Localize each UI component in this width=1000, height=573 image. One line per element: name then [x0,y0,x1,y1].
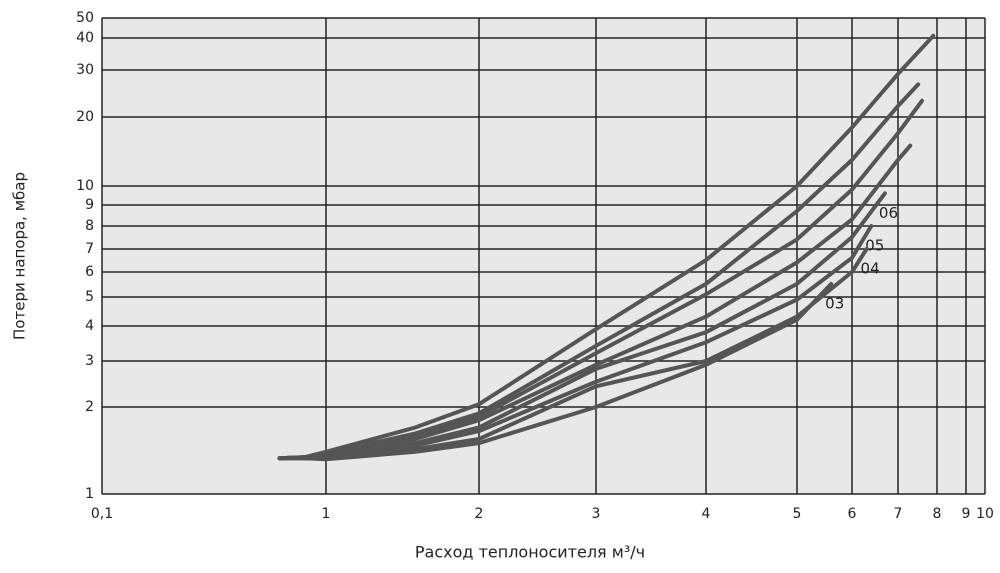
plot-area [102,18,985,494]
x-tick-label: 0,1 [91,506,113,522]
y-tick-label: 4 [85,318,94,334]
x-tick-label: 3 [592,506,601,522]
x-tick-label: 4 [702,506,711,522]
x-tick-label: 1 [322,506,331,522]
x-tick-label: 7 [894,506,903,522]
y-tick-label: 8 [85,218,94,234]
curve [277,281,834,462]
y-tick-label: 3 [85,353,94,369]
y-tick-label: 20 [76,109,94,125]
series-label: 06 [879,204,898,222]
y-tick-label: 1 [85,486,94,502]
y-tick-label: 40 [76,30,94,46]
y-tick-label: 10 [76,178,94,194]
y-tick-label: 2 [85,399,94,415]
x-tick-label: 8 [933,506,942,522]
x-axis-title: Расход теплоносителя м³/ч [415,543,645,562]
x-tick-label: 5 [793,506,802,522]
y-tick-label: 50 [76,10,94,26]
x-tick-label: 2 [475,506,484,522]
x-tick-label: 9 [962,506,971,522]
x-tick-label: 10 [976,506,994,522]
x-tick-label: 6 [848,506,857,522]
y-axis-title: Потери напора, мбар [11,172,29,340]
series-label: 04 [861,260,880,278]
y-tick-label: 6 [85,264,94,280]
y-tick-label: 30 [76,62,94,78]
series-label: 05 [865,237,884,255]
y-tick-label: 9 [85,197,94,213]
y-tick-label: 7 [85,241,94,257]
y-tick-label: 5 [85,289,94,305]
series-label: 03 [825,294,844,312]
